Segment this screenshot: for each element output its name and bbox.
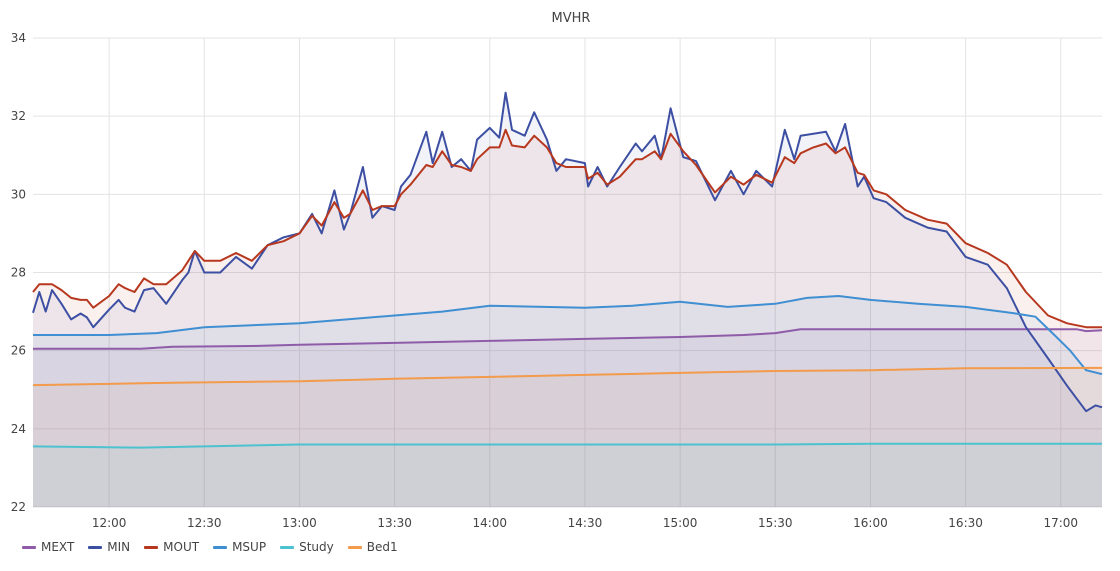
legend: MEXT MIN MOUT MSUP Study Bed1 [22,540,398,554]
legend-item-bed1[interactable]: Bed1 [347,540,398,554]
legend-swatch [280,545,295,549]
legend-label: MOUT [163,540,200,554]
y-tick-label: 30 [11,187,26,201]
legend-item-msup[interactable]: MSUP [213,540,266,554]
legend-item-min[interactable]: MIN [88,540,130,554]
legend-item-study[interactable]: Study [280,540,334,554]
legend-label: MIN [107,540,131,554]
legend-swatch [144,545,159,549]
y-tick-label: 28 [11,266,26,280]
legend-label: MSUP [232,540,267,554]
x-tick-label: 15:30 [758,516,793,530]
series-line-study [32,442,1102,449]
legend-swatch [347,545,362,549]
series-fill-mext [33,329,1102,507]
x-tick-label: 14:00 [472,516,507,530]
series-line-mout [32,128,1102,329]
y-tick-label: 26 [11,344,26,358]
x-tick-label: 13:00 [282,516,317,530]
series-fill-mout [33,129,1102,508]
series-fill-bed1 [33,367,1102,507]
series-fills [33,92,1102,508]
x-tick-label: 12:00 [92,516,127,530]
y-axis: 22 24 26 28 30 32 34 [11,31,26,514]
y-tick-label: 22 [11,500,26,514]
legend-item-mext[interactable]: MEXT [22,540,74,554]
x-tick-label: 16:00 [853,516,888,530]
series-line-mext [33,328,1103,350]
x-tick-label: 14:30 [568,516,603,530]
series-line-msup [33,295,1103,376]
legend-swatch [88,545,103,549]
x-tick-label: 17:00 [1043,516,1078,530]
series-fill-msup [33,296,1102,507]
x-tick-label: 13:30 [377,516,412,530]
y-tick-label: 34 [11,31,26,45]
series-lines [32,91,1103,449]
chart-title: MVHR [552,11,591,26]
x-axis: 12:00 12:30 13:00 13:30 14:00 14:30 15:00 15:30… [92,516,1078,530]
y-tick-label: 24 [11,422,26,436]
legend-swatch [213,545,228,549]
grid [33,37,1102,508]
x-tick-label: 16:30 [948,516,983,530]
legend-swatch [22,545,36,549]
legend-item-mout[interactable]: MOUT [144,540,199,554]
series-line-bed1 [32,366,1103,387]
legend-label: Study [299,540,334,554]
x-tick-label: 15:00 [663,516,698,530]
legend-label: MEXT [41,540,75,554]
x-tick-label: 12:30 [187,516,222,530]
legend-label: Bed1 [366,540,398,554]
series-fill-study [33,443,1102,507]
y-tick-label: 32 [11,109,26,123]
series-fill-min [33,92,1102,507]
